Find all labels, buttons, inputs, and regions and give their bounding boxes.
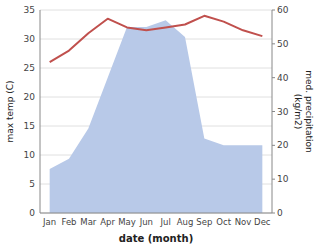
x-tick-label: Jan bbox=[42, 217, 56, 227]
y2-tick-label: 50 bbox=[277, 39, 289, 49]
x-tick-label: Dec bbox=[254, 217, 271, 227]
x-tick-label: Mar bbox=[80, 217, 97, 227]
area bbox=[50, 20, 263, 213]
grid-line bbox=[40, 213, 272, 214]
x-tick-label: Nov bbox=[235, 217, 252, 227]
x-tick-label: Sep bbox=[196, 217, 212, 227]
x-axis-title: date (month) bbox=[119, 233, 193, 244]
y-tick-label: 15 bbox=[24, 121, 35, 131]
x-tick-label: Jul bbox=[160, 217, 171, 227]
y-tick-label: 30 bbox=[24, 34, 36, 44]
y-tick-label: 10 bbox=[24, 150, 36, 160]
x-tick-label: Aug bbox=[177, 217, 194, 227]
x-tick-label: Oct bbox=[216, 217, 231, 227]
y-tick-label: 20 bbox=[24, 92, 36, 102]
y-tick-label: 5 bbox=[29, 179, 35, 189]
chart: 0 5 10 15 20 25 30 35 0 10 20 30 40 50 60 Jan Feb MarAprM… bbox=[0, 0, 318, 247]
y2-axis-title: med. precipitation(kg/m2) bbox=[293, 70, 314, 152]
x-tick-label: Jun bbox=[139, 217, 153, 227]
y-tick-label: 35 bbox=[24, 5, 35, 15]
x-tick-label: May bbox=[118, 217, 136, 227]
y2-axis-title-line: (kg/m2) bbox=[293, 94, 303, 129]
x-tick-label: Apr bbox=[100, 217, 115, 227]
y-tick-label: 0 bbox=[29, 208, 35, 218]
y2-axis-title-line: med. precipitation bbox=[304, 70, 314, 152]
x-tick-label: Feb bbox=[61, 217, 76, 227]
grid bbox=[40, 10, 272, 213]
y2-tick-label: 20 bbox=[277, 140, 289, 150]
y2-tick-label: 10 bbox=[277, 174, 289, 184]
chart-container: 0 5 10 15 20 25 30 35 0 10 20 30 40 50 60 Jan Feb MarAprM… bbox=[0, 0, 318, 247]
y2-tick-label: 40 bbox=[277, 73, 289, 83]
grid-line bbox=[40, 10, 272, 11]
y2-axis-line bbox=[272, 10, 273, 213]
line bbox=[50, 16, 263, 62]
y-axis-line bbox=[40, 10, 41, 213]
y2-tick-label: 60 bbox=[277, 5, 289, 15]
y2-tick-label: 30 bbox=[277, 107, 289, 117]
marks bbox=[50, 16, 263, 213]
y-axis-title: max temp (C) bbox=[5, 80, 15, 142]
y-tick-label: 25 bbox=[24, 63, 35, 73]
y2-tick-label: 0 bbox=[277, 208, 283, 218]
x-axis-line bbox=[40, 213, 272, 214]
